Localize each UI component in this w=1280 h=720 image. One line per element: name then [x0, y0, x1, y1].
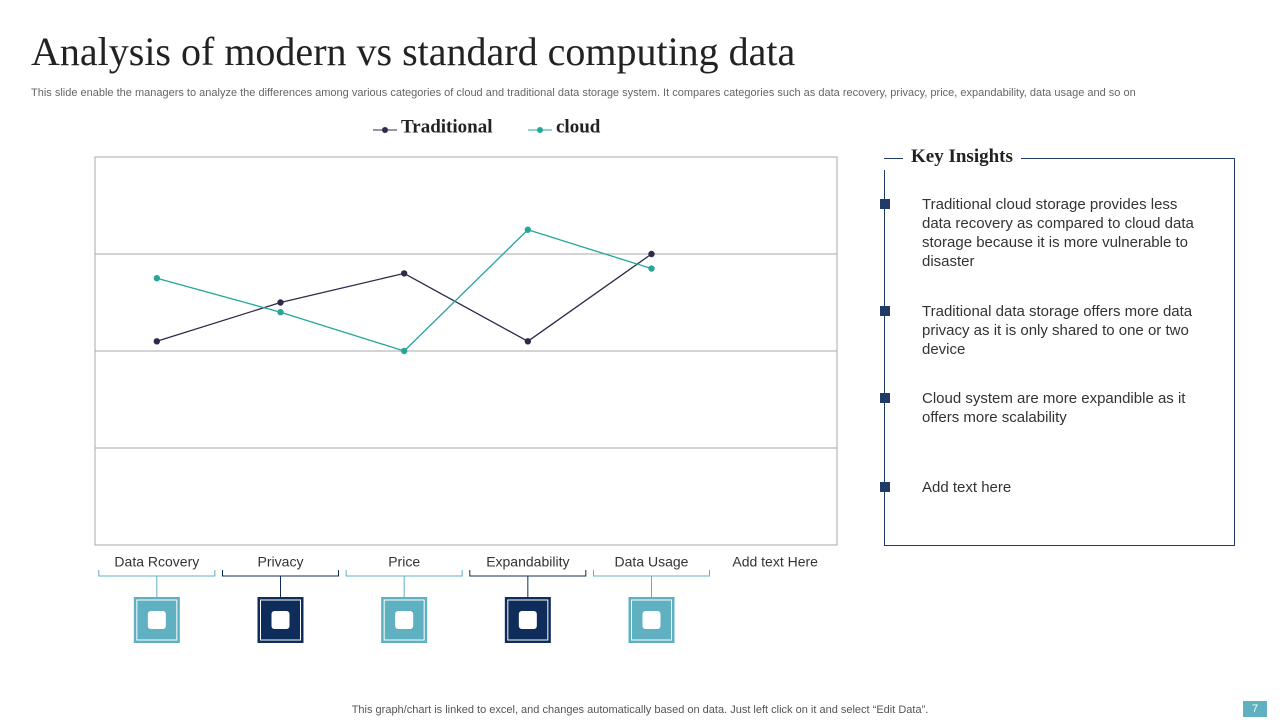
- icon-glyph: [147, 611, 166, 629]
- data-point: [153, 275, 161, 282]
- data-point: [277, 299, 284, 306]
- data-point: [400, 347, 408, 355]
- x-tick-label: Expandability: [486, 554, 569, 570]
- bracket: [593, 570, 710, 597]
- data-point: [648, 265, 655, 272]
- icon-frame: [383, 599, 425, 641]
- data-point: [648, 250, 655, 258]
- bullet: [880, 199, 890, 209]
- bracket: [345, 570, 463, 597]
- data-point: [400, 270, 408, 277]
- legend-dot: [537, 127, 543, 133]
- data-point: [524, 226, 532, 233]
- series-line: [156, 229, 652, 352]
- icon-frame: [631, 599, 672, 641]
- insight-text: Traditional cloud storage provides less …: [922, 196, 1194, 270]
- icon-glyph: [395, 611, 414, 629]
- insights-title: Key Insights: [903, 146, 1021, 168]
- series-line: [156, 253, 652, 343]
- subtitle: This slide enable the managers to analyz…: [31, 87, 1136, 99]
- insights-box-left: [884, 170, 885, 545]
- bracket: [222, 570, 339, 597]
- footer: This graph/chart is linked to excel, and…: [351, 704, 929, 716]
- bullet: [880, 482, 890, 492]
- bracket: [469, 570, 587, 597]
- page-number: 7: [1243, 701, 1267, 717]
- bracket: [98, 570, 216, 597]
- legend-label: Traditional: [401, 116, 493, 137]
- bullet: [880, 393, 890, 403]
- data-point: [153, 338, 161, 345]
- insight-text: Traditional data storage offers more dat…: [922, 303, 1193, 358]
- legend-dot: [382, 127, 388, 133]
- icon-frame: [136, 599, 178, 641]
- icon-glyph: [642, 611, 661, 629]
- data-point: [277, 309, 284, 316]
- insights-box: [884, 158, 1235, 546]
- x-tick-label: Privacy: [258, 554, 304, 570]
- insight-text: Add text here: [922, 479, 1012, 496]
- x-tick-label: Price: [388, 554, 420, 570]
- icon-frame: [507, 599, 549, 641]
- icon-glyph: [518, 611, 537, 629]
- title: Analysis of modern vs standard computing…: [31, 29, 796, 74]
- insight-text: Cloud system are more expandible as it o…: [922, 390, 1186, 426]
- x-tick-label: Add text Here: [732, 554, 818, 570]
- icon-frame: [260, 599, 301, 641]
- x-tick-label: Data Usage: [615, 554, 689, 570]
- data-point: [524, 338, 532, 345]
- icon-glyph: [271, 611, 290, 629]
- legend-label: cloud: [556, 116, 601, 137]
- x-tick-label: Data Rcovery: [114, 554, 199, 570]
- bullet: [880, 306, 890, 316]
